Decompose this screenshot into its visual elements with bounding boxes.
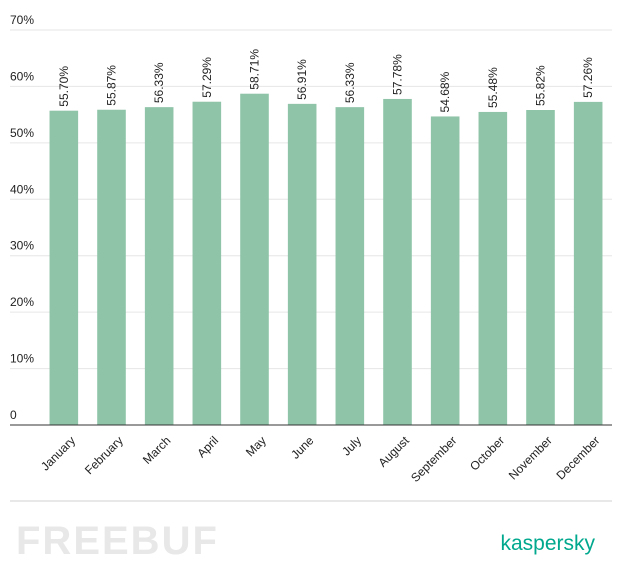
bar [335,107,365,426]
x-tick-label: March [140,433,173,466]
x-tick-label: April [194,433,221,460]
x-tick-label: October [467,433,507,473]
value-label: 55.82% [534,65,548,106]
bar [192,101,222,426]
y-tick-label: 50% [10,126,34,140]
y-tick-label: 40% [10,182,34,196]
bar [240,93,269,425]
bar [287,103,317,426]
bar [49,110,79,425]
value-label: 56.33% [343,62,357,103]
bar [97,109,126,425]
bar [383,98,412,425]
x-tick-label: February [82,433,126,477]
value-label: 55.87% [105,65,119,106]
x-tick-label: December [553,433,602,482]
x-tick-label: June [288,433,317,462]
value-label: 55.48% [486,67,500,108]
value-label: 56.91% [295,59,309,100]
y-tick-label: 30% [10,239,34,253]
y-tick-label: 60% [10,69,34,83]
watermark: FREEBUF [16,519,219,563]
x-tick-label: May [243,433,269,459]
x-tick-label: November [506,433,555,482]
y-tick-label: 20% [10,295,34,309]
y-tick-label: 10% [10,352,34,366]
value-label: 55.70% [57,66,71,107]
y-tick-label: 70% [10,13,34,27]
value-label: 56.33% [152,62,166,103]
value-label: 57.78% [391,54,405,95]
bar [573,101,603,425]
bar [144,107,174,426]
value-label: 58.71% [248,49,262,90]
x-tick-label: July [339,433,364,458]
value-label: 54.68% [438,71,452,112]
value-label: 57.26% [581,57,595,98]
bar [526,110,555,425]
value-label: 57.29% [200,57,214,98]
brand-logo: kaspersky [500,532,595,555]
x-tick-label: August [376,433,413,470]
bar [430,116,460,425]
bar [478,111,508,425]
x-tick-label: September [408,433,459,484]
y-tick-label: 0 [10,408,17,422]
x-tick-label: January [38,433,78,473]
